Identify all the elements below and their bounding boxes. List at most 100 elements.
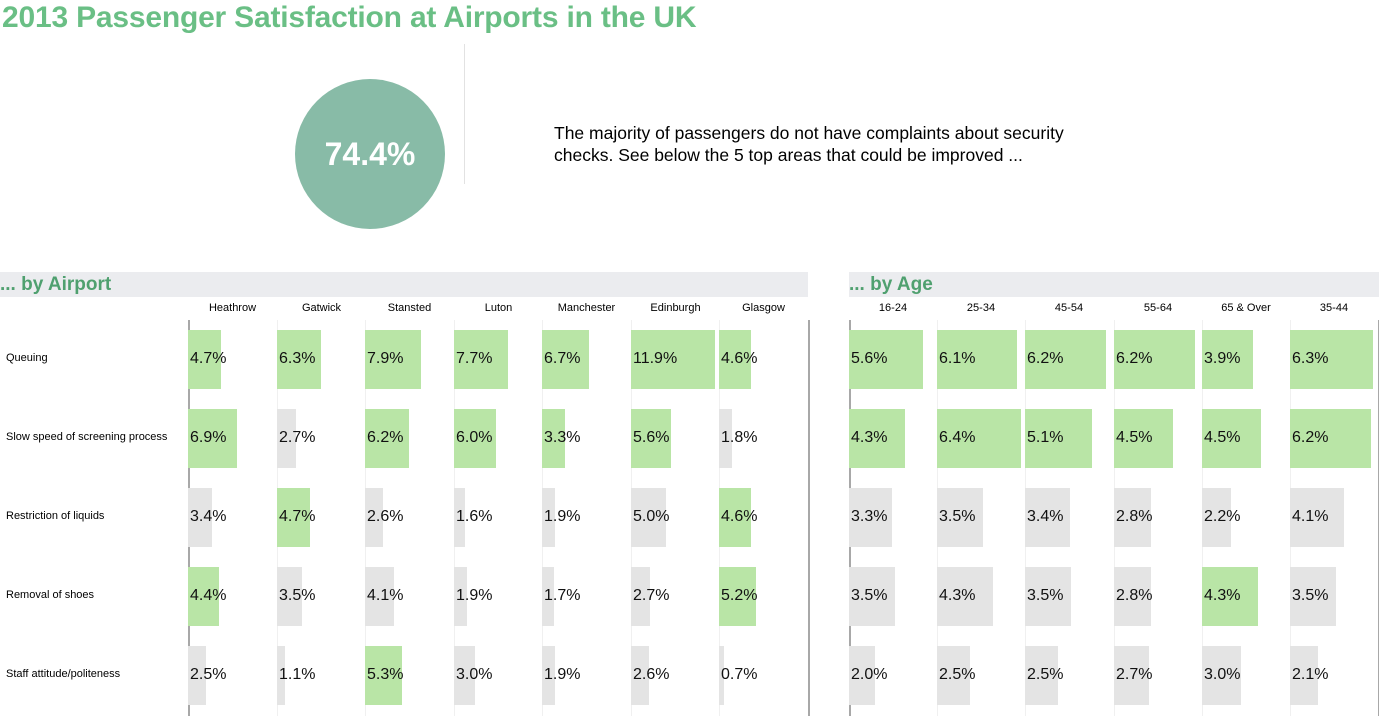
data-label: 3.0% [456,666,493,683]
data-label: 3.5% [1027,587,1064,604]
bar [454,487,465,547]
data-label: 3.5% [851,587,888,604]
bar [849,566,895,626]
bar [542,566,554,626]
bar [1114,645,1149,705]
data-label: 6.1% [939,350,976,367]
bar [1202,408,1261,468]
data-label: 5.0% [633,508,670,525]
bar [1290,566,1336,626]
bar [188,487,212,547]
data-label: 0.7% [721,666,758,683]
bar [719,566,756,626]
row-label: Staff attitude/politeness [6,668,121,680]
bar [1114,487,1151,547]
bar [1290,408,1371,468]
bar [188,329,221,389]
age-header-band [849,272,1379,297]
bar [849,645,875,705]
data-label: 4.7% [279,508,316,525]
data-label: 1.9% [544,508,581,525]
data-label: 6.0% [456,429,493,446]
data-label: 2.8% [1116,508,1153,525]
data-label: 4.1% [367,587,404,604]
bar [719,645,724,705]
column-header: Glasgow [742,302,785,314]
data-label: 6.3% [279,350,316,367]
data-label: 1.6% [456,508,493,525]
kpi-value: 74.4% [324,135,416,172]
data-label: 5.1% [1027,429,1064,446]
data-label: 6.2% [367,429,404,446]
bar [188,566,219,626]
data-label: 6.3% [1292,350,1329,367]
bar [542,408,565,468]
row-label: Slow speed of screening process [6,431,168,443]
bar [454,645,475,705]
column-header: 16-24 [878,302,908,314]
data-label: 2.5% [939,666,976,683]
data-label: 6.9% [190,429,227,446]
row-label: Queuing [6,352,48,364]
bar [1290,645,1318,705]
airport-panel-title: ... by Airport [0,274,112,295]
bar [1025,566,1071,626]
data-label: 1.1% [279,666,316,683]
data-label: 4.6% [721,350,758,367]
data-label: 2.6% [367,508,404,525]
data-label: 5.2% [721,587,758,604]
data-label: 3.4% [190,508,227,525]
bar [1025,329,1106,389]
bar [1202,329,1253,389]
column-header: 45-54 [1054,302,1084,314]
dashboard-title: 2013 Passenger Satisfaction at Airports … [2,1,697,34]
data-label: 7.7% [456,350,493,367]
bar [277,645,285,705]
data-label: 5.6% [851,350,888,367]
data-label: 3.3% [851,508,888,525]
bar [277,566,302,626]
column-header: 65 & Over [1221,302,1271,314]
summary-text: The majority of passengers do not have c… [554,123,1064,165]
data-label: 1.9% [456,587,493,604]
data-label: 4.3% [1204,587,1241,604]
bar [631,566,650,626]
column-header: 55-64 [1143,302,1173,314]
bar [188,408,237,468]
data-label: 2.7% [279,429,316,446]
panel-right-border [808,320,810,716]
data-label: 4.4% [190,587,227,604]
data-label: 6.2% [1116,350,1153,367]
kpi-divider [464,44,465,184]
data-label: 4.5% [1204,429,1241,446]
bar [849,408,905,468]
data-label: 3.3% [544,429,581,446]
data-label: 3.5% [279,587,316,604]
data-label: 2.0% [851,666,888,683]
data-label: 3.5% [1292,587,1329,604]
bar [719,487,751,547]
data-label: 3.5% [939,508,976,525]
bar [849,487,892,547]
bar [1025,645,1058,705]
bar [365,645,402,705]
data-label: 6.4% [939,429,976,446]
bar [277,329,321,389]
data-label: 2.1% [1292,666,1329,683]
bar [1290,487,1344,547]
bar [937,329,1017,389]
data-label: 2.7% [633,587,670,604]
bar [937,645,970,705]
data-label: 3.4% [1027,508,1064,525]
data-label: 2.5% [1027,666,1064,683]
bar [365,566,394,626]
bar [1114,566,1151,626]
data-label: 3.0% [1204,666,1241,683]
data-label: 2.5% [190,666,227,683]
bar [365,329,421,389]
bar [277,487,310,547]
bar [454,329,508,389]
airport-header-band [0,272,808,297]
bar [1114,408,1173,468]
bar [542,487,555,547]
